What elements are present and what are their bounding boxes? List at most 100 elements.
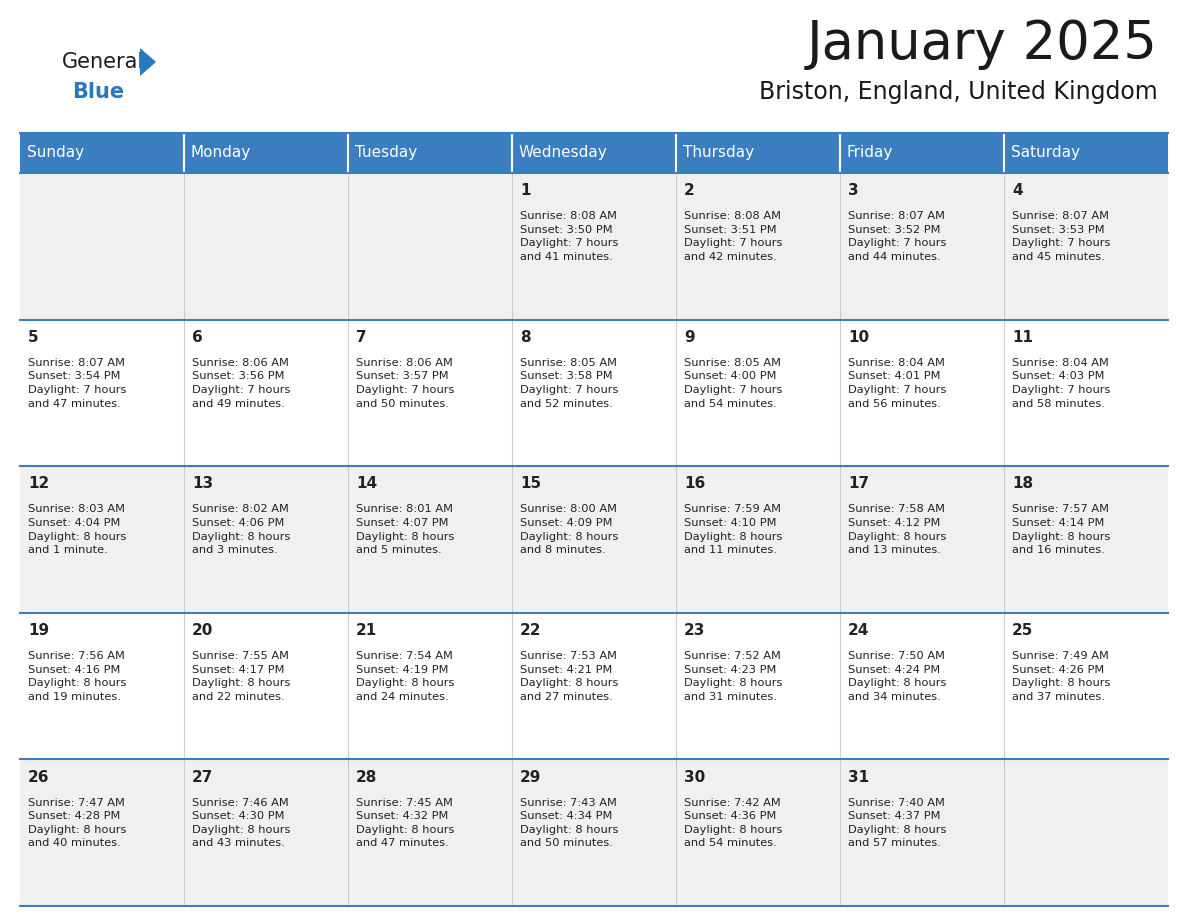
Bar [840,466,1004,613]
Text: Friday: Friday [847,145,893,161]
Text: Sunrise: 8:04 AM
Sunset: 4:03 PM
Daylight: 7 hours
and 58 minutes.: Sunrise: 8:04 AM Sunset: 4:03 PM Dayligh… [1012,358,1111,409]
Bar [348,466,512,613]
Bar [512,613,676,759]
Text: Sunrise: 7:53 AM
Sunset: 4:21 PM
Daylight: 8 hours
and 27 minutes.: Sunrise: 7:53 AM Sunset: 4:21 PM Dayligh… [520,651,619,701]
Text: 17: 17 [848,476,870,491]
Text: General: General [62,52,144,72]
Text: Sunrise: 7:50 AM
Sunset: 4:24 PM
Daylight: 8 hours
and 34 minutes.: Sunrise: 7:50 AM Sunset: 4:24 PM Dayligh… [848,651,947,701]
Bar [20,133,184,173]
Text: 1: 1 [520,184,531,198]
Text: Sunrise: 7:54 AM
Sunset: 4:19 PM
Daylight: 8 hours
and 24 minutes.: Sunrise: 7:54 AM Sunset: 4:19 PM Dayligh… [356,651,455,701]
Text: Sunrise: 7:49 AM
Sunset: 4:26 PM
Daylight: 8 hours
and 37 minutes.: Sunrise: 7:49 AM Sunset: 4:26 PM Dayligh… [1012,651,1111,701]
Text: Sunrise: 8:06 AM
Sunset: 3:57 PM
Daylight: 7 hours
and 50 minutes.: Sunrise: 8:06 AM Sunset: 3:57 PM Dayligh… [356,358,455,409]
Text: Sunrise: 8:00 AM
Sunset: 4:09 PM
Daylight: 8 hours
and 8 minutes.: Sunrise: 8:00 AM Sunset: 4:09 PM Dayligh… [520,504,619,555]
Text: Sunrise: 8:07 AM
Sunset: 3:52 PM
Daylight: 7 hours
and 44 minutes.: Sunrise: 8:07 AM Sunset: 3:52 PM Dayligh… [848,211,947,262]
Text: 23: 23 [684,623,706,638]
Text: Monday: Monday [190,145,251,161]
Text: 27: 27 [192,769,214,785]
Bar [184,466,348,613]
Bar [840,319,1004,466]
Text: Sunrise: 7:55 AM
Sunset: 4:17 PM
Daylight: 8 hours
and 22 minutes.: Sunrise: 7:55 AM Sunset: 4:17 PM Dayligh… [192,651,291,701]
Text: 30: 30 [684,769,706,785]
Text: 9: 9 [684,330,695,345]
Bar [20,759,184,906]
Bar [840,613,1004,759]
Text: Thursday: Thursday [683,145,753,161]
Text: Sunrise: 7:46 AM
Sunset: 4:30 PM
Daylight: 8 hours
and 43 minutes.: Sunrise: 7:46 AM Sunset: 4:30 PM Dayligh… [192,798,291,848]
Text: Sunrise: 7:58 AM
Sunset: 4:12 PM
Daylight: 8 hours
and 13 minutes.: Sunrise: 7:58 AM Sunset: 4:12 PM Dayligh… [848,504,947,555]
Text: 15: 15 [520,476,542,491]
Bar [20,466,184,613]
Bar [348,133,512,173]
Text: Sunrise: 7:47 AM
Sunset: 4:28 PM
Daylight: 8 hours
and 40 minutes.: Sunrise: 7:47 AM Sunset: 4:28 PM Dayligh… [29,798,127,848]
Bar [1004,466,1168,613]
Text: Sunrise: 8:08 AM
Sunset: 3:51 PM
Daylight: 7 hours
and 42 minutes.: Sunrise: 8:08 AM Sunset: 3:51 PM Dayligh… [684,211,783,262]
Bar [348,613,512,759]
Bar [512,319,676,466]
Text: 19: 19 [29,623,50,638]
Text: 25: 25 [1012,623,1034,638]
Text: Saturday: Saturday [1011,145,1080,161]
Text: 3: 3 [848,184,859,198]
Text: Sunrise: 8:04 AM
Sunset: 4:01 PM
Daylight: 7 hours
and 56 minutes.: Sunrise: 8:04 AM Sunset: 4:01 PM Dayligh… [848,358,947,409]
Bar [676,173,840,319]
Bar [1004,759,1168,906]
Bar [512,173,676,319]
Polygon shape [140,48,156,76]
Text: Briston, England, United Kingdom: Briston, England, United Kingdom [759,80,1158,104]
Text: 7: 7 [356,330,367,345]
Bar [348,319,512,466]
Text: Sunrise: 8:03 AM
Sunset: 4:04 PM
Daylight: 8 hours
and 1 minute.: Sunrise: 8:03 AM Sunset: 4:04 PM Dayligh… [29,504,127,555]
Text: 21: 21 [356,623,378,638]
Text: 10: 10 [848,330,870,345]
Text: Sunrise: 8:02 AM
Sunset: 4:06 PM
Daylight: 8 hours
and 3 minutes.: Sunrise: 8:02 AM Sunset: 4:06 PM Dayligh… [192,504,291,555]
Bar [676,759,840,906]
Text: 28: 28 [356,769,378,785]
Text: 12: 12 [29,476,50,491]
Bar [676,466,840,613]
Bar [512,759,676,906]
Text: 6: 6 [192,330,203,345]
Text: Sunrise: 8:07 AM
Sunset: 3:54 PM
Daylight: 7 hours
and 47 minutes.: Sunrise: 8:07 AM Sunset: 3:54 PM Dayligh… [29,358,127,409]
Bar [20,173,184,319]
Text: Sunrise: 7:57 AM
Sunset: 4:14 PM
Daylight: 8 hours
and 16 minutes.: Sunrise: 7:57 AM Sunset: 4:14 PM Dayligh… [1012,504,1111,555]
Text: 16: 16 [684,476,706,491]
Text: 14: 14 [356,476,378,491]
Text: 4: 4 [1012,184,1023,198]
Bar [840,173,1004,319]
Bar [184,319,348,466]
Text: 13: 13 [192,476,214,491]
Text: Sunday: Sunday [26,145,83,161]
Bar [184,173,348,319]
Bar [20,613,184,759]
Bar [512,466,676,613]
Bar [1004,173,1168,319]
Text: 8: 8 [520,330,531,345]
Text: Sunrise: 7:52 AM
Sunset: 4:23 PM
Daylight: 8 hours
and 31 minutes.: Sunrise: 7:52 AM Sunset: 4:23 PM Dayligh… [684,651,783,701]
Text: Sunrise: 7:45 AM
Sunset: 4:32 PM
Daylight: 8 hours
and 47 minutes.: Sunrise: 7:45 AM Sunset: 4:32 PM Dayligh… [356,798,455,848]
Text: 22: 22 [520,623,542,638]
Text: Sunrise: 7:42 AM
Sunset: 4:36 PM
Daylight: 8 hours
and 54 minutes.: Sunrise: 7:42 AM Sunset: 4:36 PM Dayligh… [684,798,783,848]
Bar [512,133,676,173]
Bar [184,133,348,173]
Text: Sunrise: 7:43 AM
Sunset: 4:34 PM
Daylight: 8 hours
and 50 minutes.: Sunrise: 7:43 AM Sunset: 4:34 PM Dayligh… [520,798,619,848]
Text: 2: 2 [684,184,695,198]
Bar [676,613,840,759]
Text: 5: 5 [29,330,39,345]
Text: 24: 24 [848,623,870,638]
Bar [840,133,1004,173]
Text: Sunrise: 7:56 AM
Sunset: 4:16 PM
Daylight: 8 hours
and 19 minutes.: Sunrise: 7:56 AM Sunset: 4:16 PM Dayligh… [29,651,127,701]
Text: 29: 29 [520,769,542,785]
Text: 31: 31 [848,769,870,785]
Text: 20: 20 [192,623,214,638]
Text: Sunrise: 8:05 AM
Sunset: 3:58 PM
Daylight: 7 hours
and 52 minutes.: Sunrise: 8:05 AM Sunset: 3:58 PM Dayligh… [520,358,619,409]
Bar [184,613,348,759]
Text: Sunrise: 7:59 AM
Sunset: 4:10 PM
Daylight: 8 hours
and 11 minutes.: Sunrise: 7:59 AM Sunset: 4:10 PM Dayligh… [684,504,783,555]
Text: Blue: Blue [72,82,124,102]
Bar [348,759,512,906]
Bar [184,759,348,906]
Text: January 2025: January 2025 [807,18,1158,70]
Text: 11: 11 [1012,330,1034,345]
Bar [1004,319,1168,466]
Text: Sunrise: 8:06 AM
Sunset: 3:56 PM
Daylight: 7 hours
and 49 minutes.: Sunrise: 8:06 AM Sunset: 3:56 PM Dayligh… [192,358,291,409]
